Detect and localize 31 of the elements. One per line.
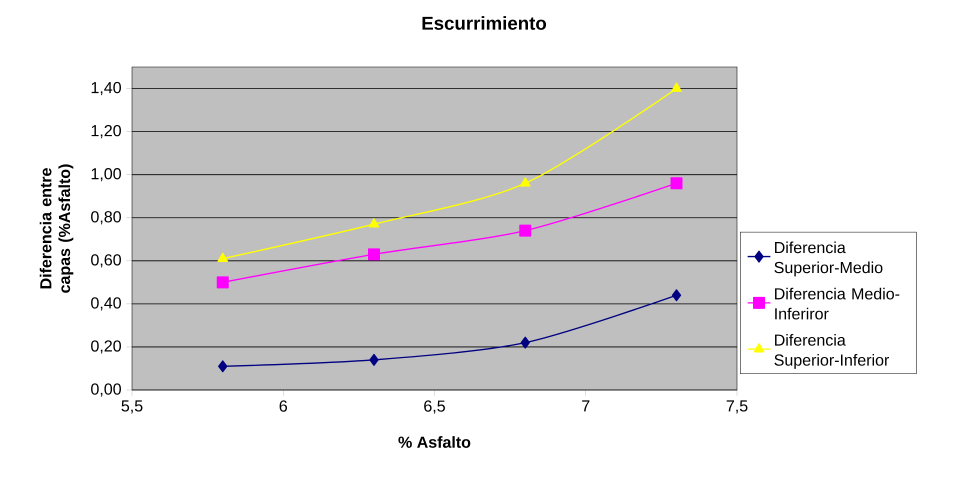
x-tick-label: 6,5 [424, 400, 445, 414]
y-tick-label: 0,00 [91, 383, 121, 397]
x-tick-label: 5,5 [122, 400, 142, 414]
legend-label: Diferencia Medio-Inferiror [775, 288, 900, 320]
point [520, 336, 530, 349]
y-tick-label: 0,40 [91, 297, 121, 310]
x-tick-label: 6 [280, 400, 288, 412]
legend-label: Diferencia Superior-Inferior [774, 334, 890, 369]
point [369, 354, 379, 366]
y-axis-title: Diferencia entre capas (%Asfalto) [40, 164, 74, 293]
y-tick-label: 0,60 [91, 254, 121, 268]
y-tick-label: 0,20 [91, 340, 121, 354]
x-tick-label: 7,5 [726, 400, 748, 414]
point [519, 224, 532, 237]
point [218, 360, 228, 372]
point [671, 82, 682, 92]
point [670, 177, 683, 190]
y-tick-label: 1,20 [92, 124, 121, 138]
x-tick-label: 7 [582, 400, 590, 412]
chart-title: Escurrimiento [422, 16, 546, 30]
point [216, 276, 229, 288]
point [672, 289, 682, 302]
y-tick-label: 1,00 [92, 168, 121, 182]
legend-label: Diferencia Superior-Medio [774, 241, 882, 276]
point [217, 252, 228, 262]
point [368, 248, 380, 260]
y-tick-label: 0,80 [91, 211, 121, 224]
y-tick-label: 1,40 [92, 82, 121, 96]
x-axis-title: % Asfalto [398, 436, 470, 448]
point [520, 177, 531, 187]
point [368, 218, 380, 228]
